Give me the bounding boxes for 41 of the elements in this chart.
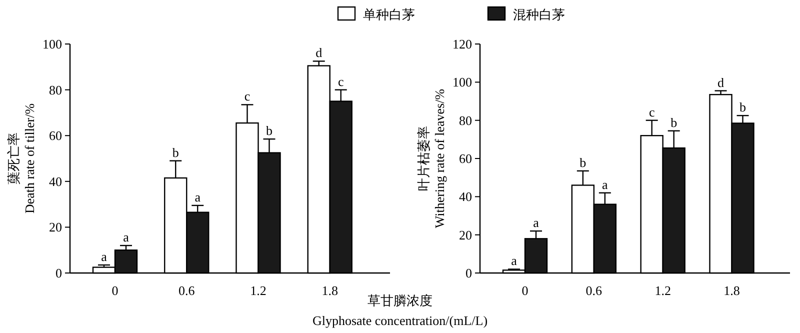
y-tick-label: 60: [49, 128, 62, 144]
x-tick-label: 0.6: [586, 283, 603, 298]
x-tick-label: 0.6: [178, 283, 196, 298]
y-axis-title: 蘖死亡率 Death rate of tiller/%: [6, 103, 37, 214]
data-label: d: [316, 45, 323, 60]
data-label: a: [533, 215, 540, 230]
y-tick-label: 120: [452, 36, 472, 52]
data-label: b: [172, 144, 179, 160]
data-label: c: [648, 104, 655, 120]
y-tick-label: 0: [56, 266, 62, 280]
y-tick-label: 40: [49, 174, 62, 189]
y-tick-label: 100: [42, 36, 62, 52]
data-label: c: [244, 88, 250, 104]
data-label: a: [194, 189, 201, 204]
y-tick-label: 80: [49, 82, 62, 98]
data-label: a: [602, 176, 608, 192]
y-tick-label: 80: [459, 112, 472, 128]
y-tick-label: 60: [459, 151, 472, 166]
data-label: b: [670, 114, 678, 130]
data-label: a: [511, 253, 518, 268]
data-label: c: [338, 74, 344, 89]
y-tick-label: 20: [459, 227, 472, 242]
y-tick-label: 40: [459, 189, 472, 204]
y-tick-label: 0: [466, 266, 472, 280]
y-axis-title: 叶片枯萎率 Withering rate of leaves/%: [416, 88, 447, 228]
x-tick-label: 0: [522, 283, 528, 298]
y-tick-label: 20: [49, 220, 62, 235]
legend-label: 单种白茅: [363, 7, 415, 22]
data-label: b: [266, 123, 272, 138]
x-tick-label: 1.2: [250, 283, 266, 298]
y-tick-label: 100: [452, 74, 472, 90]
data-label: b: [580, 154, 586, 170]
x-tick-label: 0: [112, 283, 118, 298]
legend-label: 混种白茅: [513, 7, 565, 22]
data-label: a: [123, 230, 130, 245]
x-tick-label: 1.8: [724, 283, 740, 298]
data-label: d: [718, 74, 725, 90]
x-tick-label: 1.8: [322, 283, 338, 298]
data-label: b: [740, 100, 746, 115]
x-tick-label: 1.2: [654, 283, 671, 298]
data-label: a: [101, 248, 108, 264]
